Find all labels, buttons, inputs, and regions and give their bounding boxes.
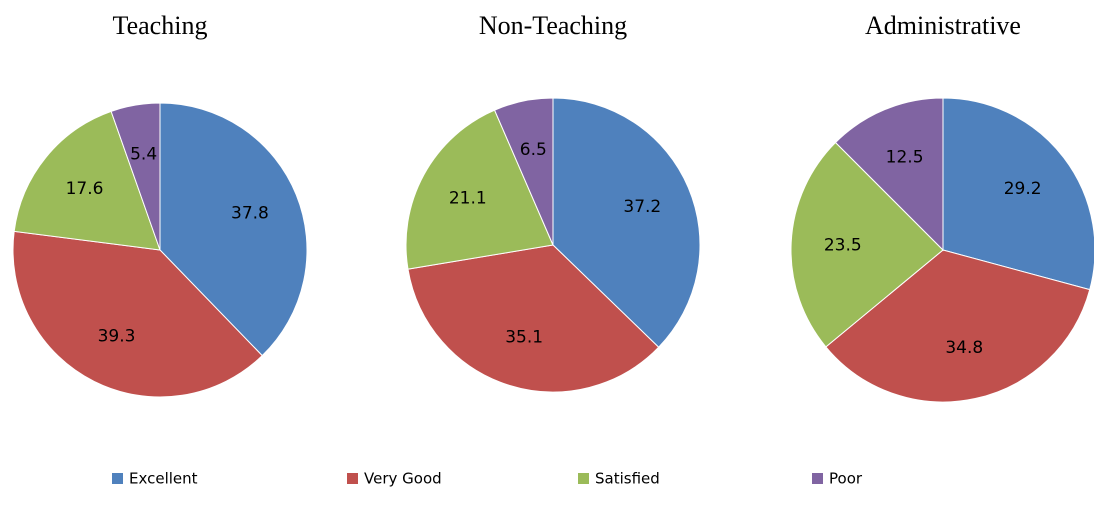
data-label: 5.4 bbox=[130, 144, 157, 164]
data-label: 37.8 bbox=[231, 204, 269, 224]
legend-swatch bbox=[578, 473, 589, 484]
pie-slice bbox=[405, 109, 554, 270]
pie-slice bbox=[159, 102, 308, 357]
pie-slice bbox=[110, 102, 161, 251]
pie-slice bbox=[12, 230, 263, 398]
data-label: 39.3 bbox=[98, 327, 136, 347]
pie-slice bbox=[407, 244, 660, 393]
legend-label: Excellent bbox=[129, 470, 198, 488]
data-label: 21.1 bbox=[449, 189, 487, 209]
data-label: 12.5 bbox=[886, 147, 924, 167]
legend-label: Satisfied bbox=[595, 470, 660, 488]
pie-slice bbox=[13, 110, 161, 251]
chart-title: Non-Teaching bbox=[479, 11, 627, 40]
legend-swatch bbox=[347, 473, 358, 484]
pie-slice bbox=[493, 97, 554, 246]
chart-title: Teaching bbox=[113, 11, 208, 40]
legend-swatch bbox=[112, 473, 123, 484]
legend-label: Poor bbox=[829, 470, 863, 488]
data-label: 6.5 bbox=[520, 140, 547, 160]
data-label: 23.5 bbox=[824, 235, 862, 255]
chart-title: Administrative bbox=[865, 11, 1021, 40]
pie-slice bbox=[790, 141, 944, 348]
data-label: 35.1 bbox=[505, 328, 543, 348]
pie-slice bbox=[825, 249, 1091, 403]
pie-slice bbox=[552, 97, 701, 348]
pie-slice bbox=[942, 97, 1094, 291]
data-label: 34.8 bbox=[945, 338, 983, 358]
data-label: 37.2 bbox=[623, 197, 661, 217]
legend-swatch bbox=[812, 473, 823, 484]
pie-slice bbox=[834, 97, 944, 252]
data-label: 29.2 bbox=[1004, 179, 1042, 199]
data-label: 17.6 bbox=[66, 179, 104, 199]
legend-label: Very Good bbox=[364, 470, 442, 488]
